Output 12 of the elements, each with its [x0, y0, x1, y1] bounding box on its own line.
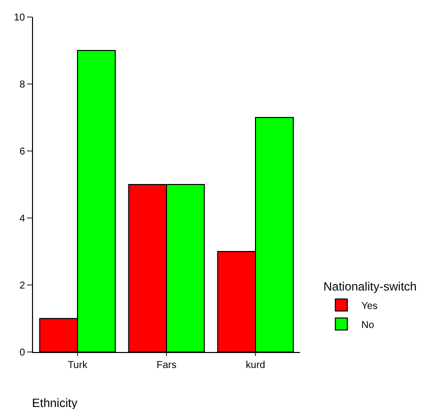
y-tick-label: 0 [19, 348, 26, 358]
legend-label: Yes [361, 300, 378, 312]
y-tick-label: 6 [19, 146, 26, 158]
x-tick-label: kurd [246, 360, 266, 371]
legend-label: No [361, 320, 375, 331]
x-tick-label: Fars [156, 360, 176, 371]
y-tick-label: 8 [19, 80, 26, 90]
y-tick-label: 2 [19, 280, 26, 292]
y-tick-label: 4 [19, 214, 26, 224]
y-tick-label: 10 [14, 12, 26, 24]
x-tick-label: Turk [68, 360, 88, 371]
legend-title: Nationality-switch [323, 280, 417, 294]
